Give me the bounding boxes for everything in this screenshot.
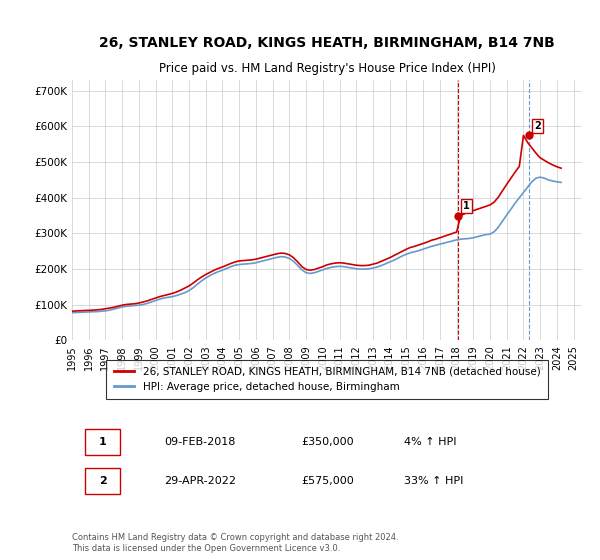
Text: 09-FEB-2018: 09-FEB-2018 <box>164 437 235 447</box>
FancyBboxPatch shape <box>85 468 121 494</box>
Legend: 26, STANLEY ROAD, KINGS HEATH, BIRMINGHAM, B14 7NB (detached house), HPI: Averag: 26, STANLEY ROAD, KINGS HEATH, BIRMINGHA… <box>106 360 548 399</box>
Text: £350,000: £350,000 <box>302 437 354 447</box>
Text: 1: 1 <box>463 201 470 211</box>
Text: £575,000: £575,000 <box>302 476 354 486</box>
Text: 1: 1 <box>99 437 106 447</box>
Text: 2: 2 <box>99 476 106 486</box>
Text: 29-APR-2022: 29-APR-2022 <box>164 476 236 486</box>
Text: Price paid vs. HM Land Registry's House Price Index (HPI): Price paid vs. HM Land Registry's House … <box>158 62 496 75</box>
Text: 2: 2 <box>534 121 541 131</box>
Text: 4% ↑ HPI: 4% ↑ HPI <box>404 437 456 447</box>
Text: 26, STANLEY ROAD, KINGS HEATH, BIRMINGHAM, B14 7NB: 26, STANLEY ROAD, KINGS HEATH, BIRMINGHA… <box>99 36 555 50</box>
Text: Contains HM Land Registry data © Crown copyright and database right 2024.
This d: Contains HM Land Registry data © Crown c… <box>72 533 398 553</box>
Text: 33% ↑ HPI: 33% ↑ HPI <box>404 476 463 486</box>
FancyBboxPatch shape <box>85 429 121 455</box>
